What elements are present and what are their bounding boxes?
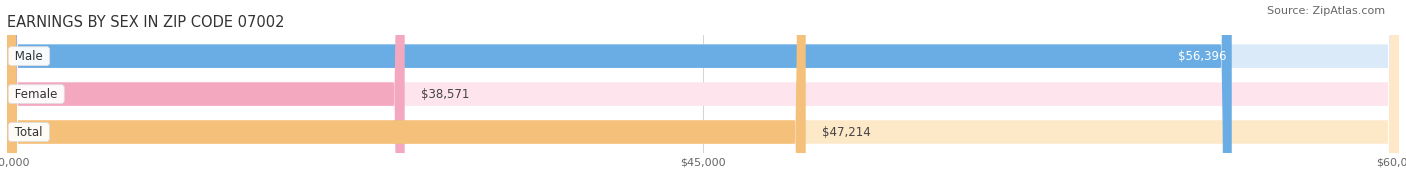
Text: Male: Male: [11, 50, 46, 63]
FancyBboxPatch shape: [7, 0, 1399, 196]
Text: $38,571: $38,571: [422, 88, 470, 101]
FancyBboxPatch shape: [7, 0, 405, 196]
Text: $47,214: $47,214: [823, 125, 872, 139]
Text: $56,396: $56,396: [1178, 50, 1226, 63]
Text: Female: Female: [11, 88, 62, 101]
Text: Source: ZipAtlas.com: Source: ZipAtlas.com: [1267, 6, 1385, 16]
FancyBboxPatch shape: [7, 0, 806, 196]
Text: EARNINGS BY SEX IN ZIP CODE 07002: EARNINGS BY SEX IN ZIP CODE 07002: [7, 15, 284, 30]
Text: Total: Total: [11, 125, 46, 139]
FancyBboxPatch shape: [7, 0, 1399, 196]
FancyBboxPatch shape: [7, 0, 1232, 196]
FancyBboxPatch shape: [7, 0, 1399, 196]
